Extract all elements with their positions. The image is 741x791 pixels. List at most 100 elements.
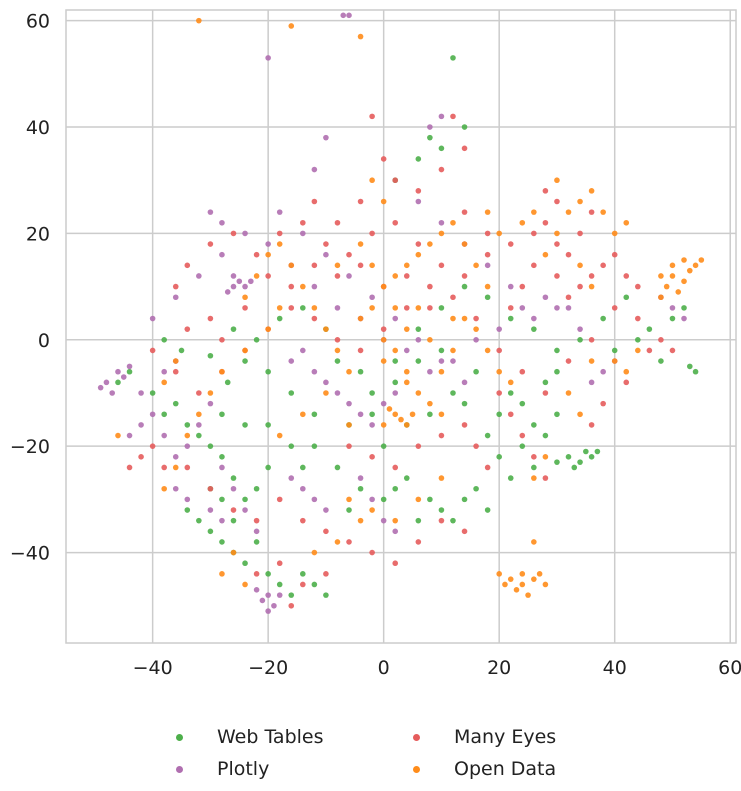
point-plotly xyxy=(403,347,410,354)
point-plotly xyxy=(669,305,676,311)
point-web-tables xyxy=(242,496,248,503)
point-open-data xyxy=(600,209,606,215)
point-web-tables xyxy=(461,124,468,130)
point-plotly xyxy=(323,251,329,258)
point-open-data xyxy=(577,411,583,418)
point-web-tables xyxy=(415,326,422,332)
point-plotly xyxy=(207,209,214,215)
point-web-tables xyxy=(531,326,537,332)
point-many-eyes xyxy=(230,230,237,237)
point-web-tables xyxy=(658,358,664,364)
point-open-data xyxy=(380,283,387,290)
y-tick-label: 60 xyxy=(26,11,50,33)
point-many-eyes xyxy=(230,507,237,513)
point-open-data xyxy=(692,262,699,269)
point-open-data xyxy=(450,347,456,354)
point-web-tables xyxy=(542,432,549,439)
point-many-eyes xyxy=(484,464,491,471)
point-web-tables xyxy=(646,326,653,332)
point-open-data xyxy=(172,358,179,364)
point-many-eyes xyxy=(346,251,352,258)
point-open-data xyxy=(323,390,329,396)
point-open-data xyxy=(403,368,410,375)
point-many-eyes xyxy=(427,283,433,290)
point-web-tables xyxy=(230,475,237,481)
point-many-eyes xyxy=(473,443,479,449)
point-web-tables xyxy=(450,517,456,524)
point-open-data xyxy=(392,517,399,524)
point-open-data xyxy=(513,587,520,593)
point-many-eyes xyxy=(380,326,387,332)
x-axis-tick-labels: −40 −20 0 20 40 60 xyxy=(133,657,741,679)
point-plotly xyxy=(161,432,167,439)
point-open-data xyxy=(658,294,664,301)
point-many-eyes xyxy=(415,539,422,545)
point-web-tables xyxy=(207,443,214,449)
point-many-eyes xyxy=(357,262,364,269)
point-plotly xyxy=(184,496,191,503)
point-many-eyes xyxy=(507,241,514,247)
point-open-data xyxy=(427,400,433,407)
point-plotly xyxy=(288,475,295,481)
point-many-eyes xyxy=(461,145,468,152)
point-plotly xyxy=(97,384,104,391)
point-open-data xyxy=(334,539,341,545)
point-web-tables xyxy=(403,475,410,481)
x-tick-label: 20 xyxy=(487,657,511,679)
point-open-data xyxy=(415,390,422,396)
point-open-data xyxy=(531,209,537,215)
point-open-data xyxy=(323,326,329,332)
point-web-tables xyxy=(554,459,560,465)
point-open-data xyxy=(403,422,410,428)
point-open-data xyxy=(380,198,387,205)
point-plotly xyxy=(253,528,260,535)
point-plotly xyxy=(311,283,318,290)
point-many-eyes xyxy=(496,390,502,396)
point-open-data xyxy=(392,347,399,354)
point-plotly xyxy=(565,305,572,311)
point-open-data xyxy=(588,358,595,364)
point-open-data xyxy=(623,368,630,375)
point-plotly xyxy=(149,411,156,418)
point-web-tables xyxy=(473,368,479,375)
point-plotly xyxy=(334,305,341,311)
point-open-data xyxy=(380,422,387,428)
point-plotly xyxy=(126,432,133,439)
point-open-data xyxy=(554,230,560,237)
legend-label-many-eyes: Many Eyes xyxy=(454,726,557,748)
point-web-tables xyxy=(300,464,306,471)
point-web-tables xyxy=(392,358,399,364)
point-many-eyes xyxy=(531,230,537,237)
point-plotly xyxy=(242,507,248,513)
point-plotly xyxy=(484,262,491,269)
point-open-data xyxy=(265,251,271,258)
point-web-tables xyxy=(415,358,422,364)
point-open-data xyxy=(519,219,526,226)
point-web-tables xyxy=(611,347,618,354)
point-plotly xyxy=(161,368,167,375)
point-open-data xyxy=(311,549,318,556)
point-plotly xyxy=(265,608,271,614)
point-many-eyes xyxy=(531,454,537,460)
point-open-data xyxy=(219,571,225,577)
point-open-data xyxy=(450,219,456,226)
point-web-tables xyxy=(531,422,537,428)
point-web-tables xyxy=(692,368,699,375)
point-many-eyes xyxy=(577,283,583,290)
point-open-data xyxy=(450,315,456,322)
point-many-eyes xyxy=(207,315,214,322)
point-many-eyes xyxy=(288,305,295,311)
point-plotly xyxy=(392,315,399,322)
point-web-tables xyxy=(230,517,237,524)
point-open-data xyxy=(276,241,283,247)
point-many-eyes xyxy=(438,517,445,524)
point-plotly xyxy=(357,475,364,481)
point-many-eyes xyxy=(288,602,295,609)
point-open-data xyxy=(403,379,410,386)
point-web-tables xyxy=(346,507,352,513)
point-open-data xyxy=(380,358,387,364)
point-web-tables xyxy=(230,326,237,332)
point-many-eyes xyxy=(507,305,514,311)
point-open-data xyxy=(300,283,306,290)
point-plotly xyxy=(507,283,514,290)
